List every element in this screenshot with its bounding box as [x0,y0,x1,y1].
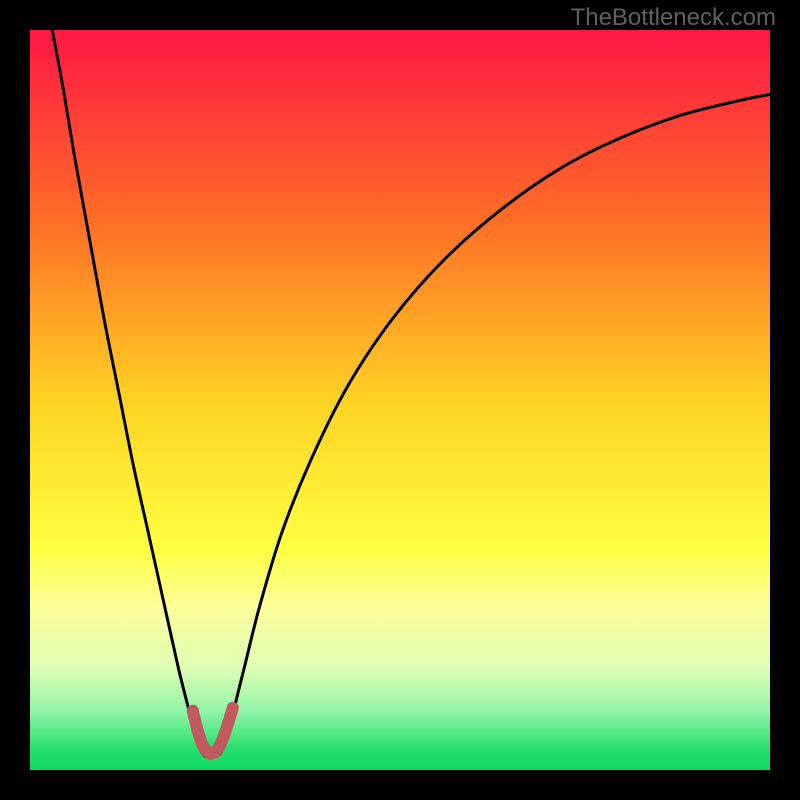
selection-marker-dot [187,705,199,717]
selection-marker-dot [227,702,239,714]
plot-background [30,30,770,770]
watermark-text: TheBottleneck.com [571,4,776,32]
selection-marker-dot [222,717,234,729]
chart-frame: TheBottleneck.com [0,0,800,800]
selection-marker-dot [191,723,203,735]
chart-svg [0,0,800,800]
selection-marker-dot [213,740,225,752]
selection-marker-dot [218,730,230,742]
